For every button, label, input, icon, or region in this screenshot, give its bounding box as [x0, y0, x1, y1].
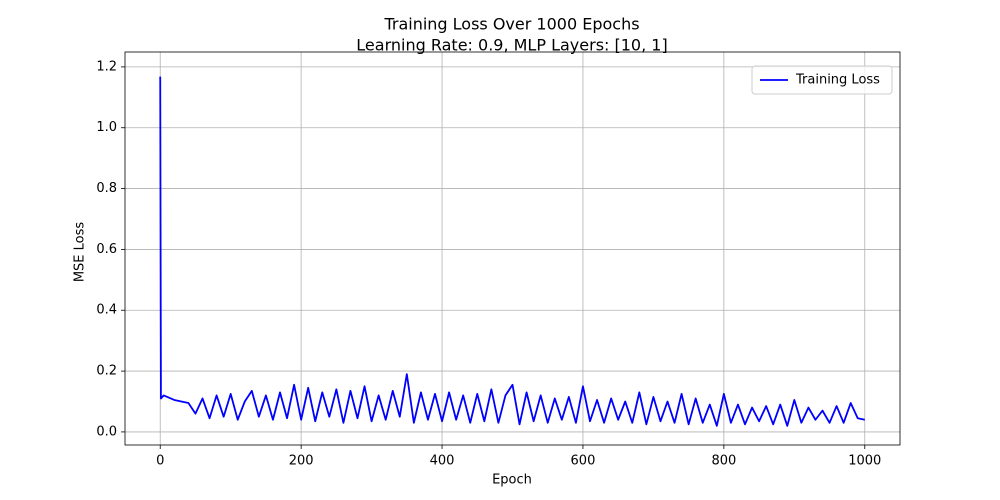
plot-frame: [124, 51, 901, 446]
y-tick-label: 0.8: [96, 181, 117, 196]
y-tick-label: 1.2: [96, 59, 117, 74]
y-tick-label: 0.0: [96, 424, 117, 439]
y-tick-label: 0.6: [96, 242, 117, 257]
x-tick-label: 200: [289, 454, 314, 469]
legend-label: Training Loss: [795, 73, 880, 88]
y-tick-label: 0.2: [96, 364, 117, 379]
x-tick-label: 600: [571, 454, 596, 469]
loss-line: [159, 76, 865, 427]
y-axis-label: MSE Loss: [73, 222, 88, 283]
y-tick-label: 0.4: [96, 303, 117, 318]
x-tick-label: 400: [430, 454, 455, 469]
x-tick-label: 800: [711, 454, 736, 469]
x-tick-label: 1000: [848, 454, 881, 469]
legend-box: [751, 65, 893, 95]
x-axis-label: Epoch: [492, 473, 532, 488]
x-tick-label: 0: [156, 454, 164, 469]
chart-title: Training Loss Over 1000 Epochs: [383, 15, 639, 34]
y-tick-label: 1.0: [96, 120, 117, 135]
chart-subtitle: Learning Rate: 0.9, MLP Layers: [10, 1]: [356, 36, 667, 55]
